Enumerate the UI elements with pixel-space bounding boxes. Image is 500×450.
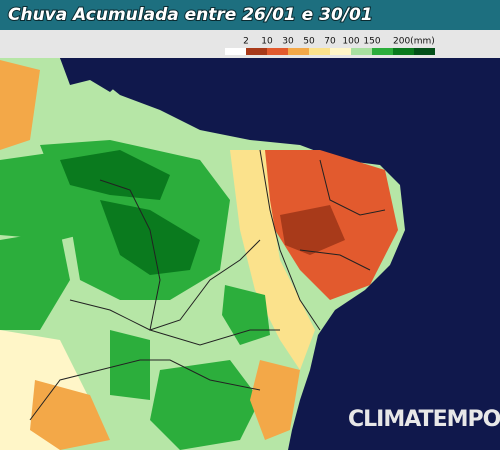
header-bar [0,0,500,30]
legend-swatch [414,48,435,55]
legend-swatch [225,48,246,55]
legend-swatch [330,48,351,55]
legend-label: 30 [282,37,294,47]
rain-area [30,380,110,450]
rain-area [230,150,315,370]
rain-area [0,230,70,330]
legend-label: 70 [324,37,336,47]
rain-area [110,330,150,400]
legend-label: 2 [243,37,249,47]
legend-swatch [393,48,414,55]
legend-swatch [246,48,267,55]
legend-swatch [351,48,372,55]
legend-swatch [372,48,393,55]
legend-label: 10 [261,37,273,47]
watermark: CLIMATEMPO [348,407,500,432]
borders [29,149,386,421]
river-mouth [60,58,125,92]
legend-label: 200(mm) [393,37,435,47]
rain-area [250,360,300,440]
legend-swatch [309,48,330,55]
rain-area [280,205,345,255]
legend-swatch [267,48,288,55]
legend-swatch [288,48,309,55]
rain-area [0,60,40,150]
legend-label: 50 [303,37,315,47]
legend: 2 10 30 50 70 100 150 200(mm) [225,37,435,55]
rain-area [100,200,200,275]
rain-area [60,150,170,200]
rain-area [150,360,260,450]
legend-label: 150 [363,37,380,47]
legend-label: 100 [342,37,359,47]
title: Chuva Acumulada entre 26/01 e 30/01 [8,5,373,25]
